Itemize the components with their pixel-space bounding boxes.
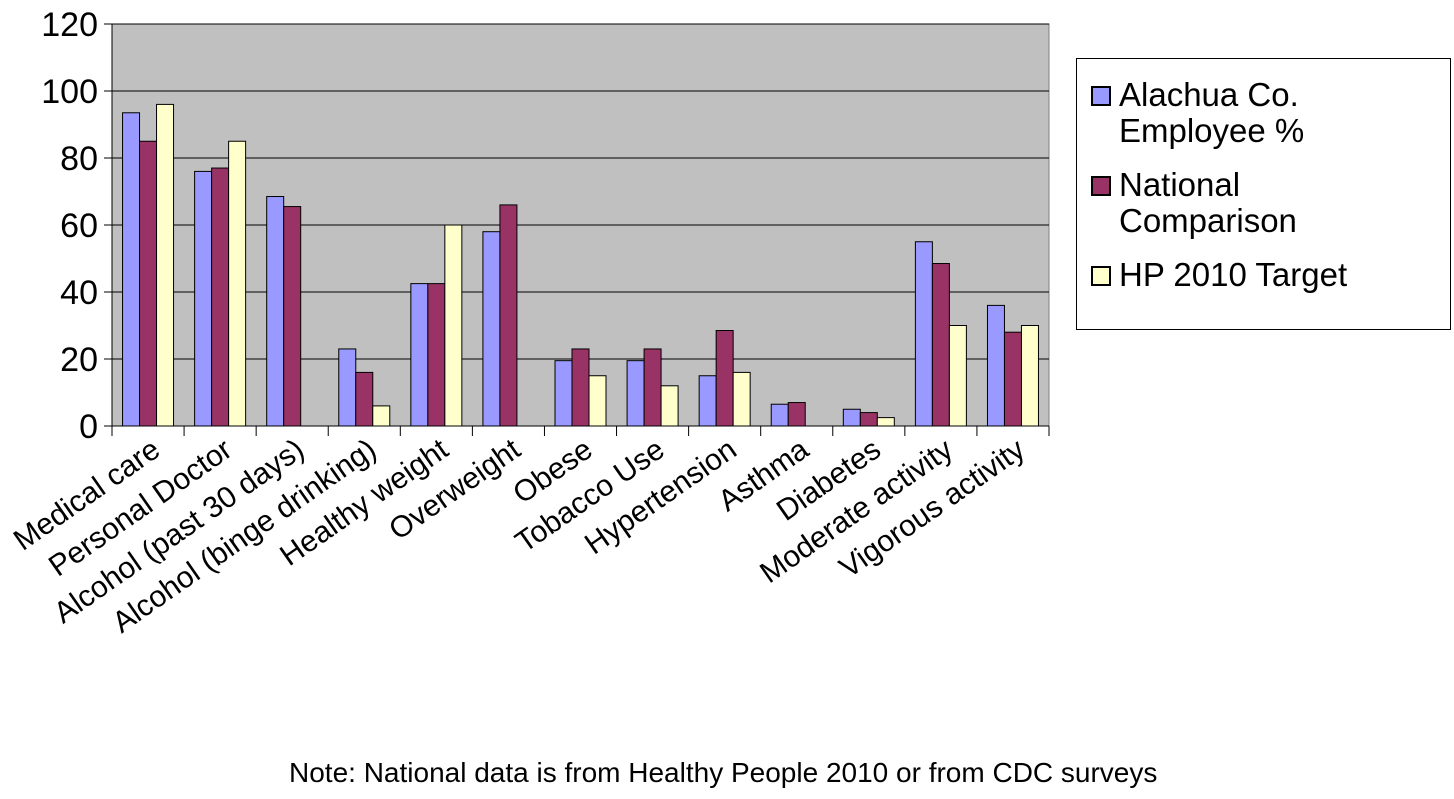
bar-1-13 (986, 304, 1005, 427)
bar-2-11 (859, 412, 878, 427)
bar-1-12 (914, 241, 933, 427)
bar-2-8 (643, 348, 662, 427)
axes (104, 23, 1050, 436)
bar-3-5 (444, 224, 463, 427)
y-tick-label: 0 (79, 408, 98, 446)
bar-2-2 (211, 167, 230, 427)
legend-swatch (1091, 176, 1111, 196)
bar-1-10 (770, 403, 789, 427)
bar-1-7 (554, 360, 573, 427)
y-tick-label: 60 (60, 207, 98, 245)
y-tick-label: 40 (60, 274, 98, 312)
bar-1-6 (482, 231, 501, 427)
legend-label: HP 2010 Target (1119, 256, 1348, 293)
bar-1-11 (842, 408, 861, 427)
y-tick-label: 120 (41, 6, 98, 44)
bar-1-5 (410, 283, 429, 427)
bars (122, 103, 1039, 427)
y-tick-labels: 0 20 40 60 80 100 120 (41, 6, 98, 446)
bar-3-1 (156, 103, 175, 427)
y-tick-label: 100 (41, 73, 98, 111)
bar-2-10 (787, 402, 806, 427)
footnote: Note: National data is from Healthy Peop… (289, 757, 1158, 788)
bar-2-4 (355, 371, 374, 427)
legend-label: National Comparison (1119, 166, 1297, 239)
bar-3-12 (948, 325, 967, 427)
bar-1-2 (194, 170, 213, 427)
bar-1-4 (338, 348, 357, 427)
bar-2-12 (931, 263, 950, 427)
bar-2-7 (571, 348, 590, 427)
legend-item-series-3: HP 2010 Target (1091, 257, 1419, 293)
legend-item-series-2: National Comparison (1091, 167, 1419, 239)
legend-swatch (1091, 86, 1111, 106)
bar-3-7 (588, 375, 607, 427)
bar-3-11 (876, 417, 895, 427)
bar-2-6 (499, 204, 518, 427)
bar-2-9 (715, 330, 734, 427)
bar-2-1 (139, 140, 158, 427)
bar-3-9 (732, 371, 751, 427)
legend-label: Alachua Co. Employee % (1119, 76, 1305, 149)
bar-3-2 (228, 140, 247, 427)
bar-1-9 (698, 375, 717, 427)
bar-3-4 (372, 405, 391, 427)
bar-2-13 (1003, 331, 1022, 427)
bar-3-8 (660, 385, 679, 427)
bar-1-3 (266, 196, 285, 427)
legend-swatch (1091, 266, 1111, 286)
y-tick-label: 20 (60, 341, 98, 379)
bar-1-1 (122, 112, 141, 427)
bar-1-8 (626, 360, 645, 427)
bar-2-3 (283, 206, 302, 427)
legend-item-series-1: Alachua Co. Employee % (1091, 77, 1419, 149)
bar-2-5 (427, 283, 446, 427)
bar-3-13 (1020, 325, 1039, 427)
legend: Alachua Co. Employee % National Comparis… (1076, 58, 1451, 330)
y-tick-label: 80 (60, 140, 98, 178)
